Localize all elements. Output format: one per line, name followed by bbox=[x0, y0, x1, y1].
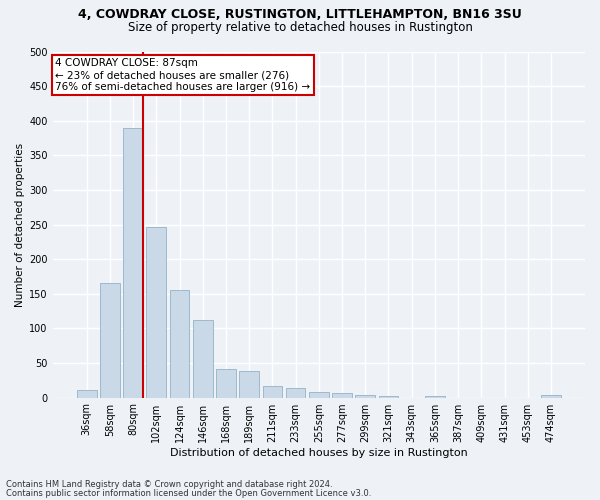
Y-axis label: Number of detached properties: Number of detached properties bbox=[15, 142, 25, 306]
Bar bbox=[286, 388, 305, 398]
Text: Contains public sector information licensed under the Open Government Licence v3: Contains public sector information licen… bbox=[6, 489, 371, 498]
Title: 4, COWDRAY CLOSE, RUSTINGTON, LITTLEHAMPTON, BN16 3SU
Size of property relative : 4, COWDRAY CLOSE, RUSTINGTON, LITTLEHAMP… bbox=[0, 499, 1, 500]
Bar bbox=[239, 372, 259, 398]
Text: 4, COWDRAY CLOSE, RUSTINGTON, LITTLEHAMPTON, BN16 3SU: 4, COWDRAY CLOSE, RUSTINGTON, LITTLEHAMP… bbox=[78, 8, 522, 20]
Bar bbox=[355, 395, 375, 398]
Bar bbox=[100, 284, 120, 398]
Text: Size of property relative to detached houses in Rustington: Size of property relative to detached ho… bbox=[128, 21, 472, 34]
Bar bbox=[146, 226, 166, 398]
Bar bbox=[170, 290, 190, 398]
Bar bbox=[193, 320, 212, 398]
Text: 4 COWDRAY CLOSE: 87sqm
← 23% of detached houses are smaller (276)
76% of semi-de: 4 COWDRAY CLOSE: 87sqm ← 23% of detached… bbox=[55, 58, 310, 92]
Bar bbox=[216, 368, 236, 398]
Bar bbox=[425, 396, 445, 398]
Bar bbox=[123, 128, 143, 398]
Bar bbox=[541, 395, 561, 398]
Text: Contains HM Land Registry data © Crown copyright and database right 2024.: Contains HM Land Registry data © Crown c… bbox=[6, 480, 332, 489]
Bar bbox=[77, 390, 97, 398]
Bar bbox=[309, 392, 329, 398]
Bar bbox=[379, 396, 398, 398]
Bar bbox=[332, 394, 352, 398]
X-axis label: Distribution of detached houses by size in Rustington: Distribution of detached houses by size … bbox=[170, 448, 468, 458]
Bar bbox=[263, 386, 282, 398]
